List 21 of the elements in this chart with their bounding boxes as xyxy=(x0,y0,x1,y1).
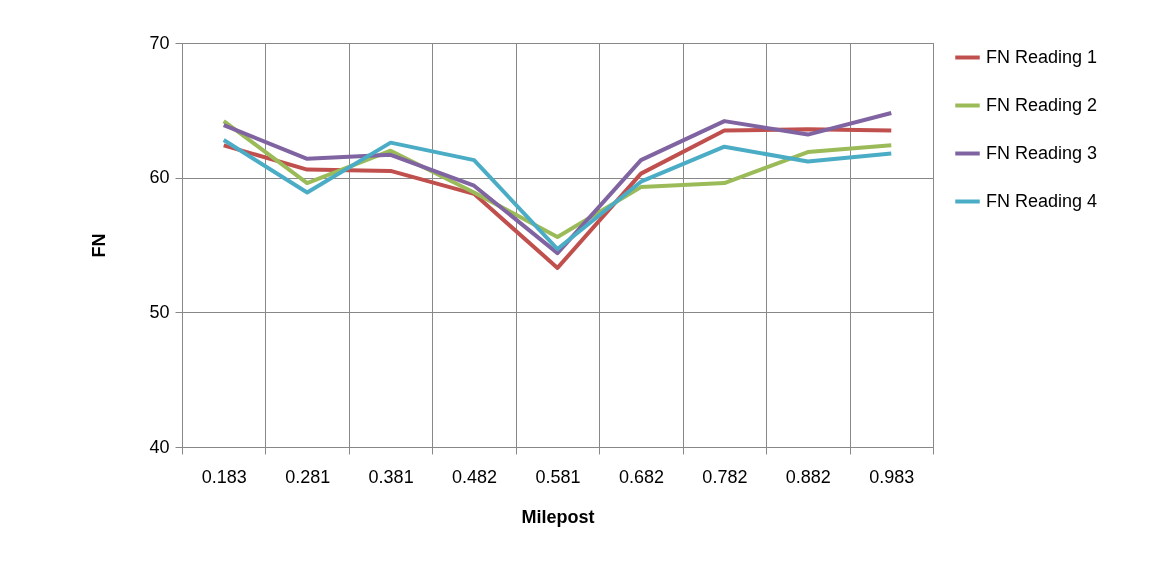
x-tick-label: 0.983 xyxy=(869,466,915,487)
legend-label: FN Reading 4 xyxy=(986,190,1098,211)
y-tick-label: 50 xyxy=(149,301,170,322)
legend-label: FN Reading 2 xyxy=(986,94,1098,115)
x-tick-label: 0.682 xyxy=(618,466,664,487)
x-tick-label: 0.581 xyxy=(535,466,581,487)
x-tick-label: 0.183 xyxy=(201,466,247,487)
y-tick-label: 70 xyxy=(149,32,170,53)
x-axis-title: Milepost xyxy=(521,506,595,527)
line-series xyxy=(221,137,894,252)
x-tick-label: 0.882 xyxy=(785,466,831,487)
legend-label: FN Reading 1 xyxy=(986,46,1098,67)
x-tick-label: 0.381 xyxy=(368,466,414,487)
line-series xyxy=(221,111,894,256)
x-tick-label: 0.782 xyxy=(702,466,748,487)
legend-label: FN Reading 3 xyxy=(986,142,1098,163)
y-tick-label: 60 xyxy=(149,167,170,188)
y-tick-label: 40 xyxy=(149,436,170,457)
x-tick-label: 0.281 xyxy=(285,466,331,487)
y-axis-title: FN xyxy=(89,233,110,258)
x-tick-label: 0.482 xyxy=(452,466,498,487)
